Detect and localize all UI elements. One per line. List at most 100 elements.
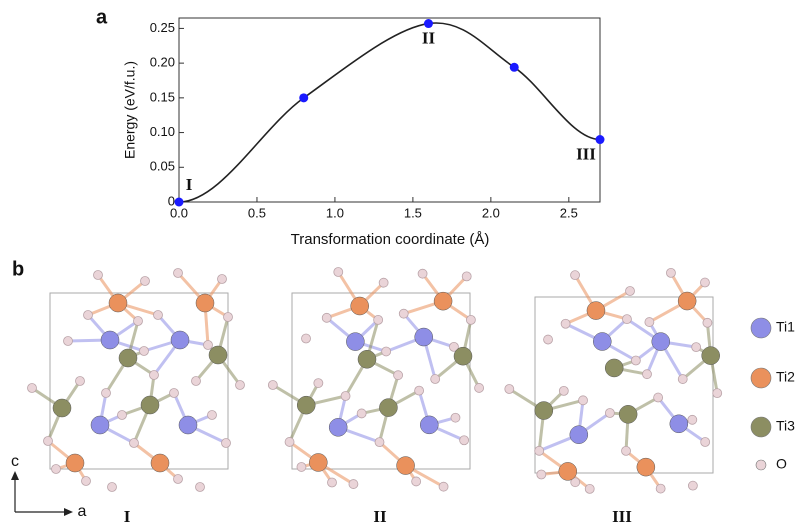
titanium-atom (454, 347, 472, 365)
titanium-atom (141, 396, 159, 414)
oxygen-atom (692, 343, 701, 352)
titanium-atom (415, 328, 433, 346)
legend-label: Ti1 (776, 319, 795, 335)
titanium-atom (297, 396, 315, 414)
titanium-atom (587, 302, 605, 320)
oxygen-atom (236, 381, 245, 390)
oxygen-atom (268, 381, 277, 390)
oxygen-atom (561, 319, 570, 328)
arrow-head (64, 508, 73, 516)
oxygen-atom (412, 477, 421, 486)
oxygen-atom (379, 278, 388, 287)
oxygen-atom (141, 277, 150, 286)
oxygen-atom (466, 315, 475, 324)
oxygen-atom (431, 375, 440, 384)
titanium-atom (209, 346, 227, 364)
y-tick-label: 0.20 (150, 55, 175, 70)
arrow-head (11, 471, 19, 480)
oxygen-atom (82, 477, 91, 486)
titanium-atom (196, 294, 214, 312)
x-tick-label: 2.5 (560, 205, 578, 220)
titanium-atom (351, 297, 369, 315)
oxygen-atom (678, 375, 687, 384)
data-point (424, 19, 433, 28)
oxygen-atom (394, 371, 403, 380)
oxygen-atom (688, 481, 697, 490)
oxygen-atom (357, 409, 366, 418)
oxygen-atom (666, 268, 675, 277)
titanium-atom (346, 333, 364, 351)
oxygen-atom (713, 389, 722, 398)
legend-label: Ti3 (776, 418, 795, 434)
oxygen-atom (505, 384, 514, 393)
oxygen-atom (418, 269, 427, 278)
y-tick-label: 0.10 (150, 124, 175, 139)
titanium-atom (66, 454, 84, 472)
oxygen-atom (285, 437, 294, 446)
y-tick-label: 0.05 (150, 159, 175, 174)
oxygen-atom (322, 313, 331, 322)
y-tick-label: 0 (168, 193, 175, 208)
oxygen-atom (451, 413, 460, 422)
oxygen-atom (544, 335, 553, 344)
titanium-atom (109, 294, 127, 312)
oxygen-atom (118, 411, 127, 420)
titanium-atom (652, 333, 670, 351)
x-tick-label: 1.5 (404, 205, 422, 220)
legend-label: O (776, 456, 787, 472)
energy-curve (179, 23, 600, 202)
oxygen-atom (102, 389, 111, 398)
oxygen-atom (94, 271, 103, 280)
x-tick-label: 2.0 (482, 205, 500, 220)
oxygen-atom (64, 337, 73, 346)
axis-name: c (11, 453, 19, 470)
structure-label: II (373, 507, 387, 526)
oxygen-atom (382, 347, 391, 356)
oxygen-atom (170, 389, 179, 398)
oxygen-atom (224, 313, 233, 322)
titanium-atom (420, 416, 438, 434)
oxygen-atom (222, 439, 231, 448)
titanium-atom (434, 292, 452, 310)
oxygen-atom (150, 371, 159, 380)
legend-swatch (751, 318, 771, 338)
titanium-atom (678, 292, 696, 310)
titanium-atom (53, 399, 71, 417)
oxygen-atom (174, 269, 183, 278)
oxygen-atom (174, 475, 183, 484)
titanium-atom (570, 426, 588, 444)
oxygen-atom (700, 278, 709, 287)
titanium-atom (637, 458, 655, 476)
oxygen-atom (656, 484, 665, 493)
oxygen-atom (28, 384, 37, 393)
oxygen-atom (374, 315, 383, 324)
oxygen-atom (701, 438, 710, 447)
oxygen-atom (460, 436, 469, 445)
titanium-atom (151, 454, 169, 472)
annotation: III (576, 144, 596, 163)
panel-label: b (12, 258, 24, 280)
titanium-atom (559, 462, 577, 480)
y-tick-label: 0.15 (150, 89, 175, 104)
titanium-atom (535, 402, 553, 420)
oxygen-atom (76, 377, 85, 386)
titanium-atom (702, 347, 720, 365)
titanium-atom (593, 333, 611, 351)
x-tick-label: 0.5 (248, 205, 266, 220)
legend-swatch (756, 460, 766, 470)
x-tick-label: 1.0 (326, 205, 344, 220)
oxygen-atom (415, 386, 424, 395)
annotation: I (186, 175, 193, 194)
oxygen-atom (399, 309, 408, 318)
titanium-atom (605, 359, 623, 377)
oxygen-atom (645, 318, 654, 327)
oxygen-atom (196, 483, 205, 492)
oxygen-atom (341, 391, 350, 400)
x-axis-label: Transformation coordinate (Å) (291, 231, 490, 248)
oxygen-atom (130, 439, 139, 448)
titanium-atom (91, 416, 109, 434)
oxygen-atom (605, 409, 614, 418)
titanium-atom (179, 416, 197, 434)
oxygen-atom (302, 334, 311, 343)
oxygen-atom (559, 386, 568, 395)
